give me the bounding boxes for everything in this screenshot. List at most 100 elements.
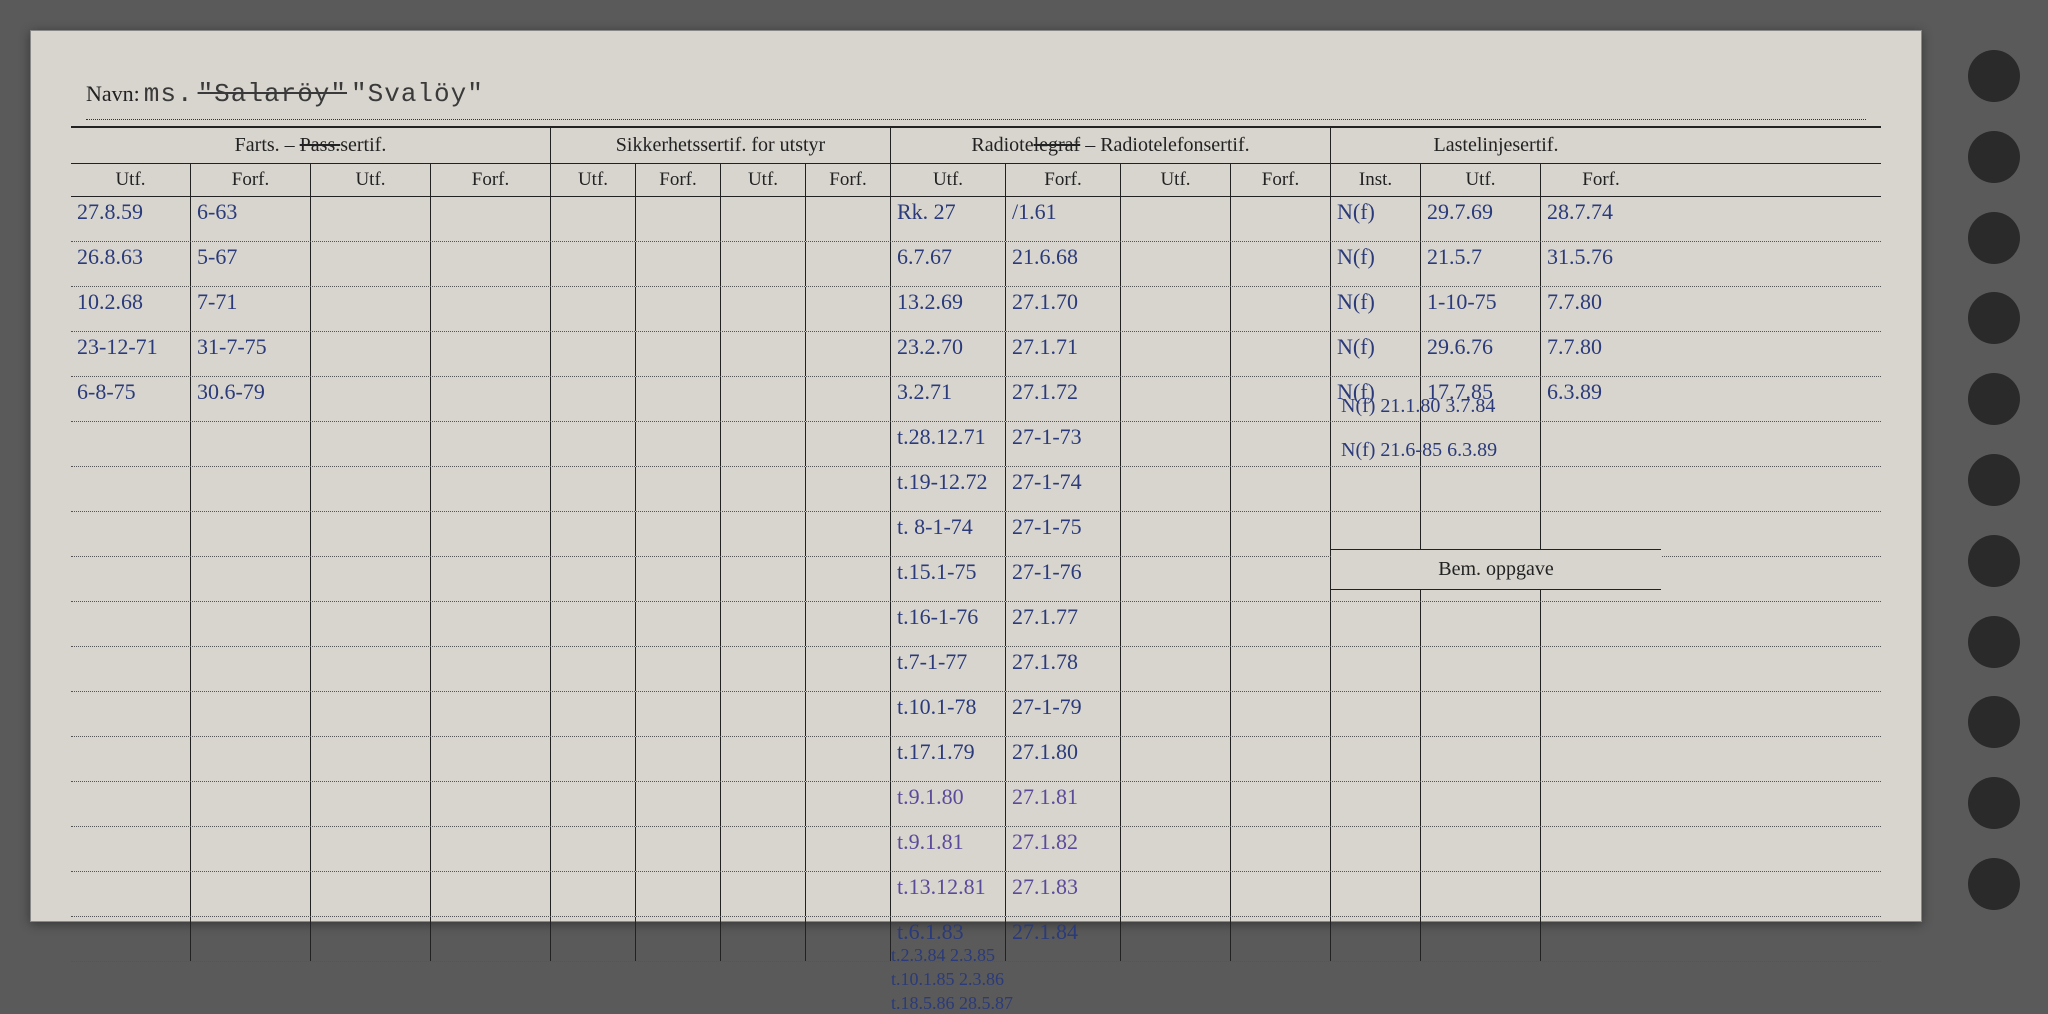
- cell: [721, 287, 806, 331]
- cell: 31.5.76: [1541, 242, 1661, 286]
- cell: [1121, 512, 1231, 556]
- cell: [1541, 782, 1661, 826]
- cell: [431, 512, 551, 556]
- table-body: 27.8.596-63Rk. 27/1.61N(f)29.7.6928.7.74…: [71, 197, 1881, 962]
- cell: [636, 242, 721, 286]
- cell: [1231, 557, 1331, 601]
- cell: [311, 917, 431, 961]
- cell: [311, 332, 431, 376]
- cell: [1121, 377, 1231, 421]
- cell: [431, 917, 551, 961]
- cell: [806, 422, 891, 466]
- table-row: t.9.1.8127.1.82: [71, 827, 1881, 872]
- header-farts: Farts. – Pass.sertif.: [71, 128, 551, 163]
- cell: [191, 602, 311, 646]
- header-sikkerhets: Sikkerhetssertif. for utstyr: [551, 128, 891, 163]
- cell: 6-8-75: [71, 377, 191, 421]
- cell: 10.2.68: [71, 287, 191, 331]
- cell: [191, 467, 311, 511]
- cell: [1121, 692, 1231, 736]
- cell: [636, 512, 721, 556]
- binder-hole: [1968, 535, 2020, 587]
- cell: 5-67: [191, 242, 311, 286]
- cell: [636, 557, 721, 601]
- cell: [721, 872, 806, 916]
- cell: [311, 557, 431, 601]
- cell: [71, 422, 191, 466]
- cell: 27.1.71: [1006, 332, 1121, 376]
- cell: 7-71: [191, 287, 311, 331]
- binder-hole: [1968, 777, 2020, 829]
- cell: 27-1-75: [1006, 512, 1121, 556]
- cell: [806, 197, 891, 241]
- cell: [1421, 872, 1541, 916]
- binder-hole: [1968, 373, 2020, 425]
- cell: t.10.1-78: [891, 692, 1006, 736]
- cell: [71, 827, 191, 871]
- cell: [1231, 287, 1331, 331]
- col-sikk-forf2: Forf.: [806, 164, 891, 196]
- cell: t.9.1.80: [891, 782, 1006, 826]
- cell: [431, 602, 551, 646]
- cell: [71, 917, 191, 961]
- table-row: t.19-12.7227-1-74: [71, 467, 1881, 512]
- name-label: Navn:: [86, 81, 140, 106]
- cell: [1231, 827, 1331, 871]
- cell: Rk. 27: [891, 197, 1006, 241]
- cell: [431, 242, 551, 286]
- cell: [431, 377, 551, 421]
- cell: [636, 692, 721, 736]
- cell: t.19-12.72: [891, 467, 1006, 511]
- cell: 27.1.83: [1006, 872, 1121, 916]
- header-lastelinje: Lastelinjesertif.: [1331, 128, 1661, 163]
- cell: [311, 512, 431, 556]
- cell: [311, 872, 431, 916]
- header-groups: Farts. – Pass.sertif. Sikkerhetssertif. …: [71, 128, 1881, 164]
- cell: [806, 737, 891, 781]
- cell: [806, 827, 891, 871]
- cell: 23.2.70: [891, 332, 1006, 376]
- cell: [1231, 332, 1331, 376]
- cell: [1121, 737, 1231, 781]
- cell: [1231, 242, 1331, 286]
- cell: 13.2.69: [891, 287, 1006, 331]
- cell: [636, 872, 721, 916]
- col-farts-utf1: Utf.: [71, 164, 191, 196]
- cell: 7.7.80: [1541, 332, 1661, 376]
- col-laste-utf: Utf.: [1421, 164, 1541, 196]
- name-struck: "Salaröy": [198, 79, 347, 109]
- cell: [806, 287, 891, 331]
- cell: [1331, 872, 1421, 916]
- cell: [431, 692, 551, 736]
- cell: [1121, 827, 1231, 871]
- cell: [1231, 737, 1331, 781]
- cell: 27.1.78: [1006, 647, 1121, 691]
- cell: [721, 197, 806, 241]
- cell: [1121, 602, 1231, 646]
- cell: [311, 197, 431, 241]
- extra-laste-entry: N(f) 21.6-85 6.3.89: [1341, 439, 1497, 462]
- cell: [1121, 242, 1231, 286]
- cell: 27.1.80: [1006, 737, 1121, 781]
- cell: [71, 557, 191, 601]
- cell: [431, 782, 551, 826]
- cell: [636, 422, 721, 466]
- cell: [1541, 647, 1661, 691]
- cell: t.13.12.81: [891, 872, 1006, 916]
- cell: [71, 512, 191, 556]
- table-row: 27.8.596-63Rk. 27/1.61N(f)29.7.6928.7.74: [71, 197, 1881, 242]
- cell: [1121, 872, 1231, 916]
- cell: [551, 197, 636, 241]
- cell: [191, 827, 311, 871]
- cell: [431, 332, 551, 376]
- cell: [431, 197, 551, 241]
- cell: [551, 917, 636, 961]
- cell: 30.6-79: [191, 377, 311, 421]
- cell: 6.7.67: [891, 242, 1006, 286]
- cell: 7.7.80: [1541, 287, 1661, 331]
- cell: 23-12-71: [71, 332, 191, 376]
- cell: [1421, 917, 1541, 961]
- cell: [311, 647, 431, 691]
- cell: [431, 467, 551, 511]
- cell: [1121, 557, 1231, 601]
